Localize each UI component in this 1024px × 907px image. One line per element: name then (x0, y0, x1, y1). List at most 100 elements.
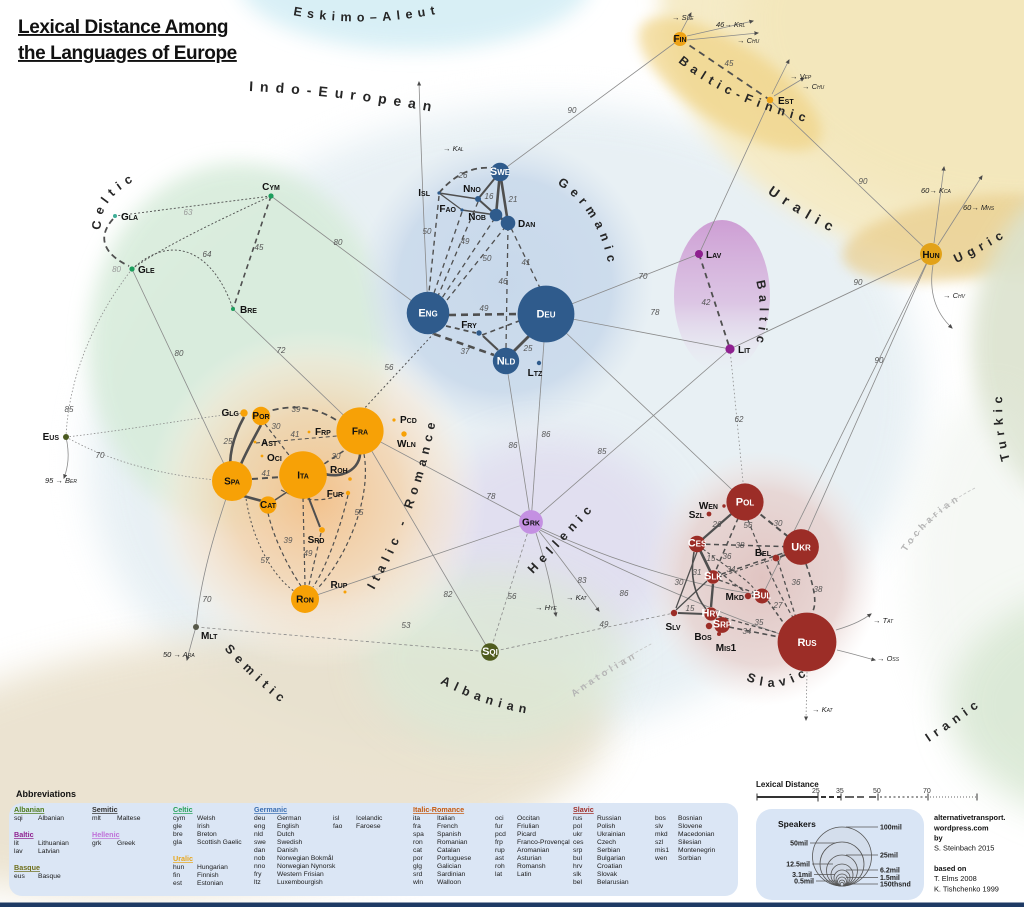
svg-text:25: 25 (812, 788, 820, 795)
svg-text:→ Sue: → Sue (672, 13, 694, 22)
svg-text:rus: rus (573, 815, 583, 822)
svg-text:6.2mil: 6.2mil (880, 868, 900, 875)
svg-text:57: 57 (261, 556, 270, 565)
svg-text:26: 26 (712, 520, 722, 529)
svg-text:→ Kat: → Kat (566, 593, 588, 602)
svg-text:Luxembourgish: Luxembourgish (277, 879, 323, 886)
svg-text:Estonian: Estonian (197, 880, 223, 887)
svg-text:Lithuanian: Lithuanian (38, 840, 69, 847)
svg-text:English: English (277, 823, 299, 830)
svg-text:Pol: Pol (736, 497, 755, 509)
svg-text:Occitan: Occitan (517, 815, 540, 822)
svg-text:mlt: mlt (92, 815, 101, 822)
svg-text:Baltic: Baltic (14, 830, 34, 839)
svg-text:Bosnian: Bosnian (678, 815, 702, 822)
svg-text:53: 53 (402, 621, 411, 630)
svg-text:37: 37 (461, 347, 470, 356)
svg-text:deu: deu (254, 815, 265, 822)
svg-text:56: 56 (508, 592, 517, 601)
svg-text:nob: nob (254, 855, 265, 862)
svg-text:hun: hun (173, 864, 184, 871)
svg-text:Rus: Rus (797, 637, 817, 649)
svg-text:isl: isl (333, 815, 340, 822)
svg-text:bel: bel (573, 879, 582, 886)
svg-text:fry: fry (254, 871, 262, 878)
svg-text:French: French (437, 823, 458, 830)
svg-text:Swe: Swe (490, 166, 511, 178)
svg-text:cat: cat (413, 847, 422, 854)
svg-text:Sorbian: Sorbian (678, 855, 701, 862)
svg-text:hrv: hrv (573, 863, 583, 870)
svg-text:Ast: Ast (261, 438, 278, 449)
svg-text:frp: frp (495, 839, 503, 846)
svg-text:Russian: Russian (597, 815, 621, 822)
svg-text:41: 41 (291, 430, 300, 439)
svg-text:Catalan: Catalan (437, 847, 460, 854)
svg-text:eng: eng (254, 823, 265, 830)
svg-text:Nld: Nld (497, 356, 516, 368)
svg-text:the Languages of Europe: the Languages of Europe (18, 43, 237, 64)
svg-text:pol: pol (573, 823, 582, 830)
svg-text:Wln: Wln (397, 439, 416, 450)
svg-text:Est: Est (778, 96, 794, 107)
svg-text:42: 42 (702, 298, 711, 307)
svg-text:63: 63 (184, 208, 193, 217)
svg-text:Aromanian: Aromanian (517, 847, 550, 854)
svg-text:86: 86 (620, 589, 629, 598)
svg-text:36: 36 (723, 552, 732, 561)
svg-text:Maltese: Maltese (117, 815, 141, 822)
svg-text:Scottish Gaelic: Scottish Gaelic (197, 839, 242, 846)
svg-text:Mkd: Mkd (726, 592, 744, 603)
svg-text:Gle: Gle (138, 265, 155, 276)
svg-text:→ Kal: → Kal (443, 144, 464, 153)
svg-text:fra: fra (413, 823, 421, 830)
svg-text:Fur: Fur (327, 489, 343, 500)
svg-text:Montenegrin: Montenegrin (678, 847, 715, 854)
svg-text:Eus: Eus (43, 432, 60, 443)
svg-text:34: 34 (743, 627, 752, 636)
svg-text:→ Hye: → Hye (535, 603, 557, 612)
svg-text:Western Frisian: Western Frisian (277, 871, 324, 878)
svg-text:15: 15 (686, 604, 695, 613)
svg-text:Srp: Srp (713, 619, 732, 631)
svg-text:Cym: Cym (262, 182, 280, 193)
svg-text:Slovene: Slovene (678, 823, 702, 830)
svg-text:Friulian: Friulian (517, 823, 539, 830)
svg-text:wen: wen (654, 855, 668, 862)
svg-text:100mil: 100mil (880, 825, 902, 832)
svg-text:by: by (934, 834, 944, 843)
svg-text:Faroese: Faroese (356, 823, 381, 830)
svg-text:90: 90 (854, 278, 863, 287)
svg-text:→ Kat: → Kat (812, 705, 834, 714)
svg-text:72: 72 (277, 346, 286, 355)
svg-text:Sardinian: Sardinian (437, 871, 466, 878)
svg-text:eus: eus (14, 873, 25, 880)
svg-text:Pcd: Pcd (400, 415, 417, 426)
svg-text:26: 26 (458, 171, 468, 180)
svg-text:Basque: Basque (38, 873, 61, 880)
svg-text:Ltz: Ltz (528, 368, 543, 379)
svg-text:56: 56 (744, 521, 753, 530)
svg-text:55: 55 (355, 508, 364, 517)
svg-text:70: 70 (203, 595, 212, 604)
svg-text:S. Steinbach 2015: S. Steinbach 2015 (934, 844, 994, 853)
svg-text:49: 49 (600, 620, 609, 629)
svg-text:gla: gla (173, 839, 182, 846)
svg-text:70: 70 (639, 272, 648, 281)
svg-text:49: 49 (304, 549, 313, 558)
svg-text:Latin: Latin (517, 871, 532, 878)
svg-text:41: 41 (262, 469, 271, 478)
svg-text:38: 38 (736, 541, 745, 550)
svg-text:swe: swe (254, 839, 266, 846)
svg-text:→ Chu: → Chu (802, 82, 825, 91)
svg-text:based on: based on (934, 864, 967, 873)
svg-text:45: 45 (725, 59, 734, 68)
svg-text:Portuguese: Portuguese (437, 855, 471, 862)
svg-text:lat: lat (495, 871, 502, 878)
svg-text:German: German (277, 815, 301, 822)
svg-text:Gla: Gla (121, 212, 138, 223)
svg-text:ron: ron (413, 839, 423, 846)
svg-text:Czech: Czech (597, 839, 616, 846)
svg-text:Slovak: Slovak (597, 871, 618, 878)
svg-text:bul: bul (573, 855, 582, 862)
